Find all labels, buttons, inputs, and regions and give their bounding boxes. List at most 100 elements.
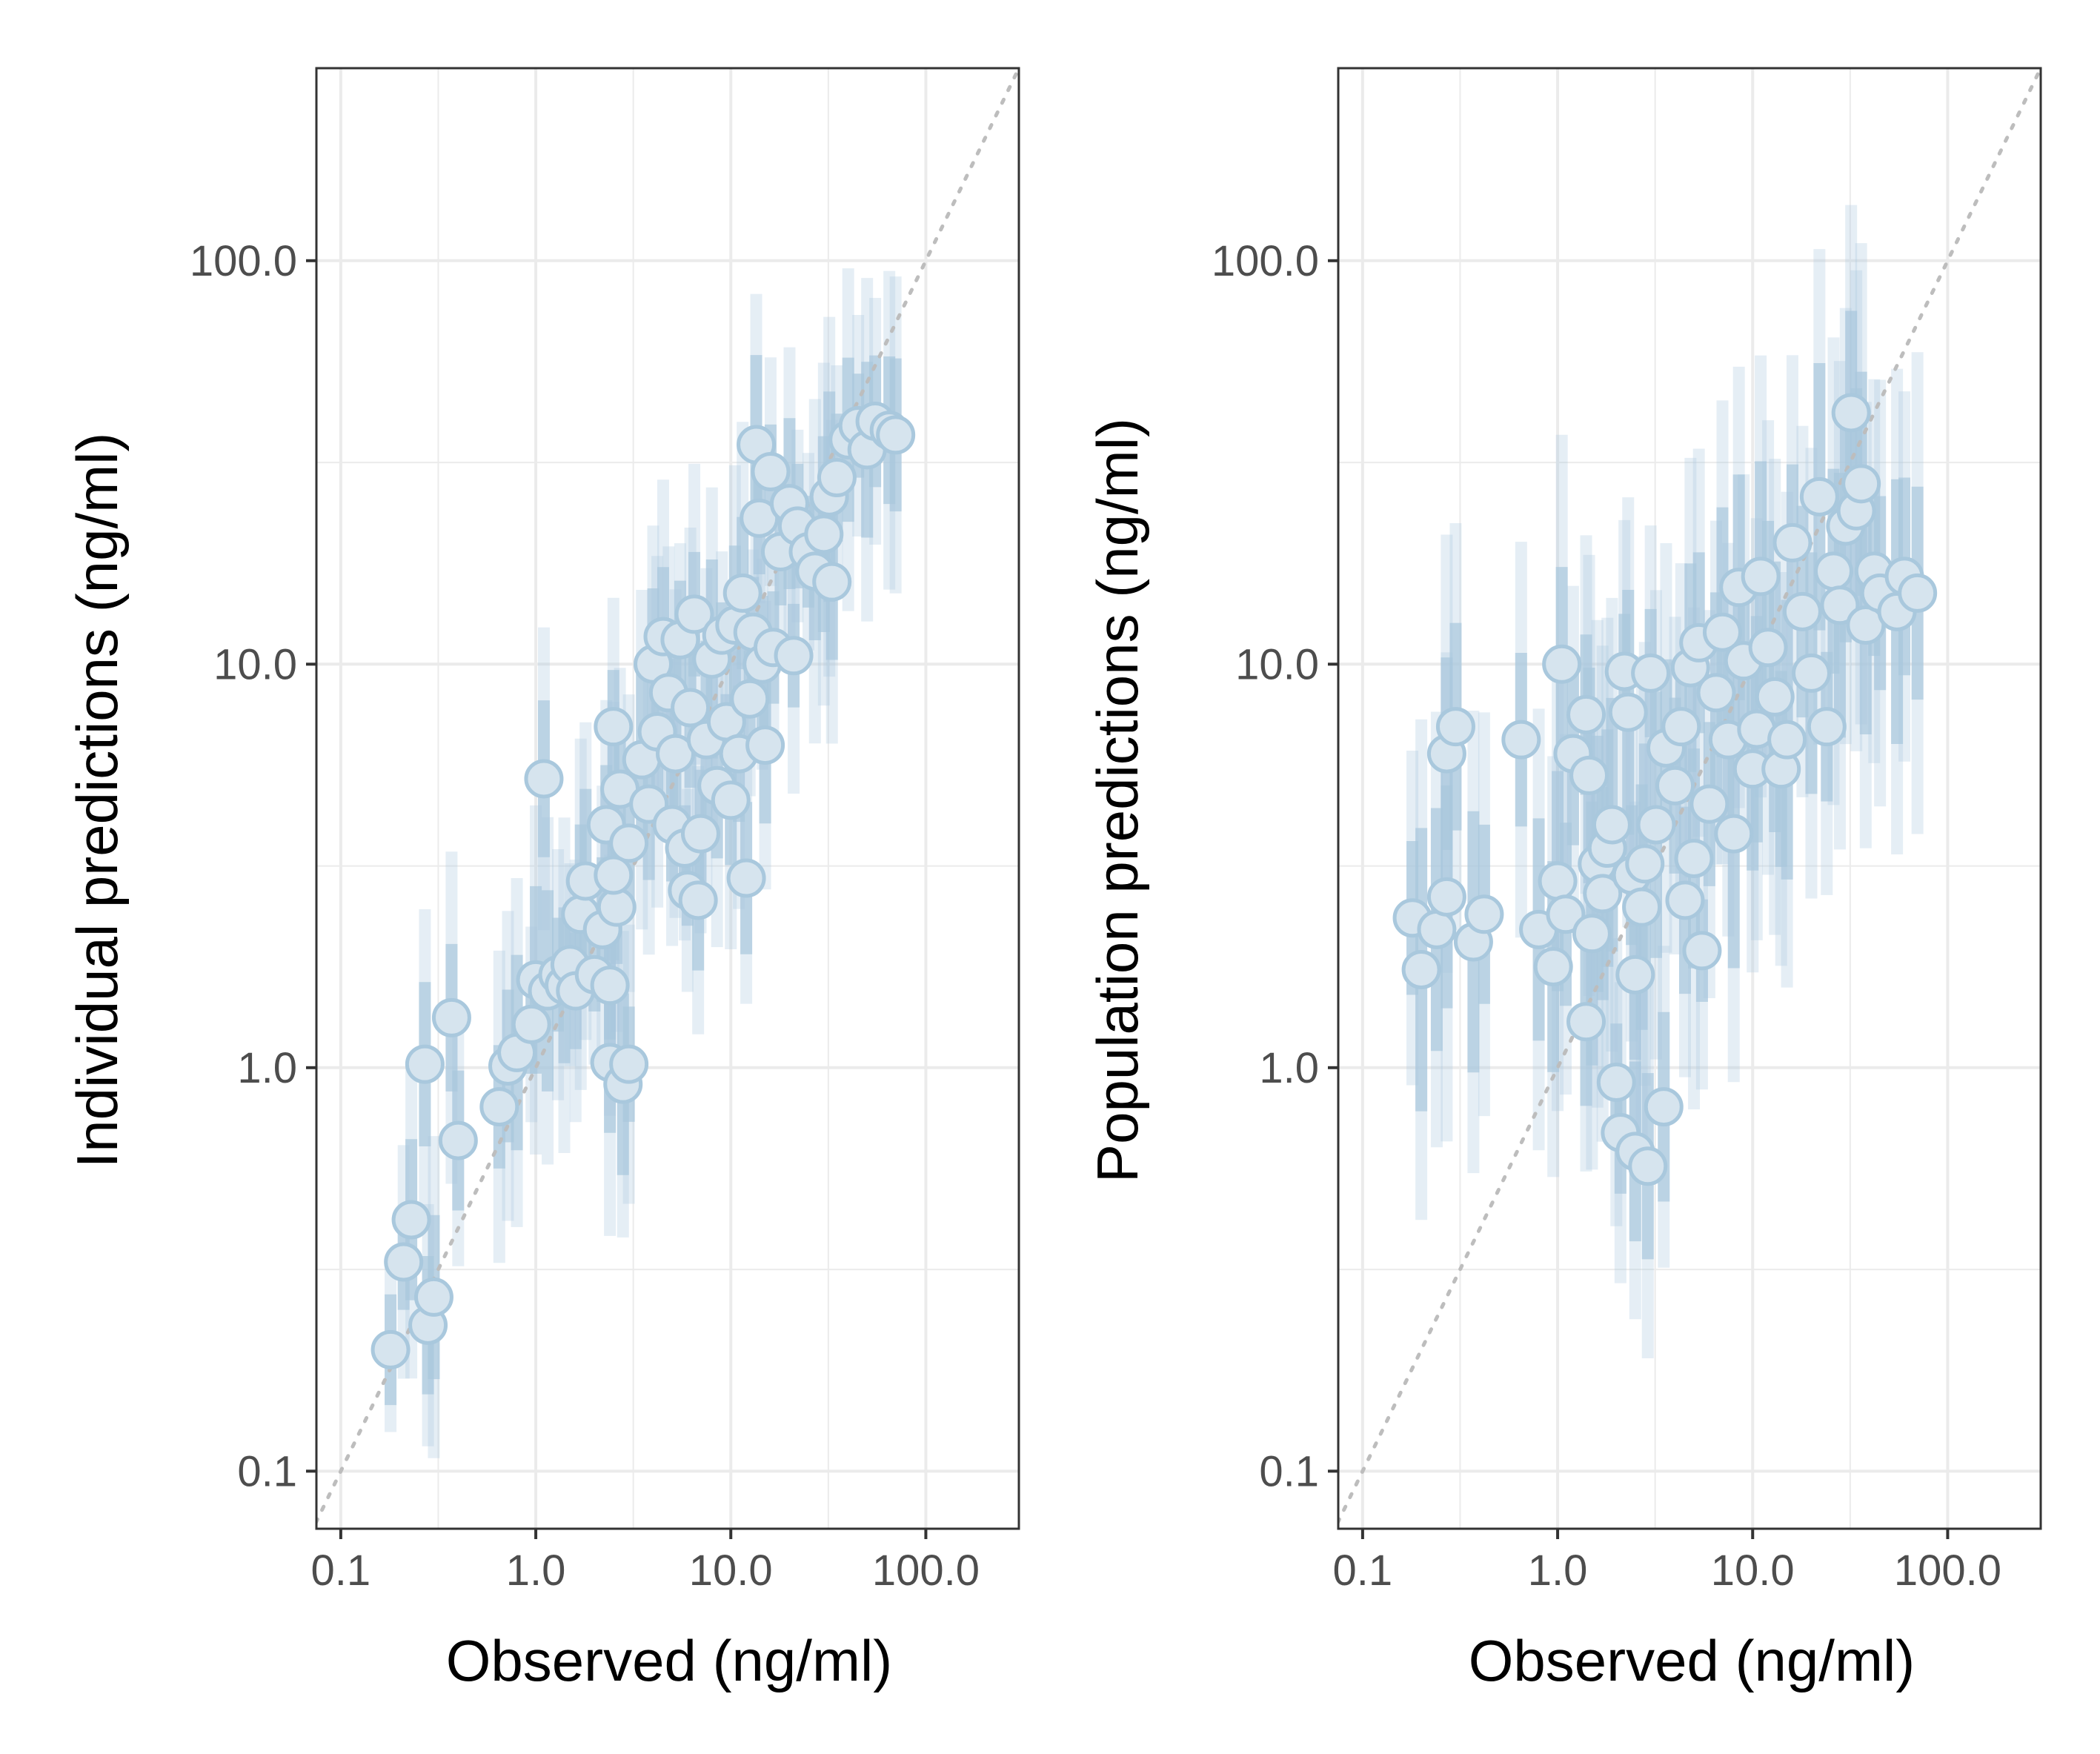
y-tick-label: 10.0	[1235, 640, 1319, 688]
plot-area	[315, 67, 1020, 1530]
data-point	[1464, 894, 1504, 934]
data-point	[1714, 814, 1754, 854]
gridlines	[1338, 68, 2041, 1529]
y-tick-label: 100.0	[1212, 237, 1319, 285]
data-point	[804, 514, 844, 554]
data-point	[774, 636, 814, 676]
y-tick-label: 10.0	[213, 640, 297, 688]
data-point	[1702, 612, 1742, 652]
data-point	[391, 1200, 431, 1240]
data-point	[1813, 551, 1853, 591]
data-point	[1636, 805, 1676, 845]
data-layer	[316, 68, 1019, 1527]
data-point	[524, 759, 564, 799]
data-points	[371, 401, 916, 1369]
data-point	[1644, 1087, 1684, 1127]
data-point	[609, 823, 649, 863]
data-point	[609, 1044, 649, 1084]
data-point	[722, 573, 762, 613]
data-point	[1655, 765, 1695, 805]
data-point	[1696, 673, 1736, 713]
data-point	[1569, 755, 1609, 795]
data-point	[1748, 628, 1788, 668]
data-point	[1426, 877, 1466, 917]
data-point	[1799, 476, 1839, 516]
panel-individual-predictions: Observed (ng/ml) Individual predictions …	[64, 67, 1020, 1693]
data-point	[751, 452, 791, 492]
data-point	[413, 1277, 453, 1317]
data-point	[1741, 557, 1781, 597]
data-point	[1841, 464, 1881, 504]
data-point	[594, 707, 634, 747]
data-points	[1392, 393, 1938, 1186]
data-point	[1566, 694, 1606, 734]
data-point	[1755, 677, 1795, 717]
data-point	[678, 880, 718, 920]
data-point	[1782, 591, 1822, 631]
data-point	[674, 594, 714, 634]
x-tick-label: 1.0	[1528, 1547, 1588, 1595]
data-point	[1661, 707, 1701, 747]
data-point	[384, 1242, 424, 1282]
data-point	[1625, 844, 1665, 884]
data-point	[1608, 692, 1648, 732]
data-point	[1583, 874, 1623, 914]
x-axis-title: Observed (ng/ml)	[446, 1628, 893, 1693]
x-tick-label: 100.0	[1894, 1547, 2001, 1595]
data-point	[876, 415, 916, 455]
data-point	[1689, 784, 1729, 824]
data-point	[1401, 949, 1441, 989]
data-point	[1767, 720, 1807, 760]
data-point	[1898, 573, 1938, 613]
data-point	[511, 1004, 551, 1044]
data-point	[1807, 707, 1847, 747]
data-point	[405, 1044, 445, 1084]
data-point	[1674, 838, 1714, 878]
data-point	[1682, 931, 1722, 971]
y-axis-title: Population predictions (ng/ml)	[1085, 418, 1150, 1183]
y-tick-label: 100.0	[190, 237, 297, 285]
data-point	[817, 458, 857, 498]
data-point	[1417, 909, 1457, 949]
data-point	[1533, 946, 1573, 986]
data-point	[1572, 914, 1612, 954]
data-point	[431, 997, 471, 1037]
data-point	[590, 966, 630, 1006]
data-point	[438, 1120, 478, 1160]
data-point	[1772, 522, 1812, 562]
y-tick-label: 0.1	[1259, 1447, 1319, 1495]
x-tick-label: 0.1	[1333, 1547, 1393, 1595]
data-point	[1615, 954, 1655, 994]
axes: 0.1 1.0 10.0 100.0 0.1 1.0 10.0 100.0	[1212, 237, 2001, 1595]
data-point	[1820, 585, 1860, 625]
y-tick-label: 1.0	[1259, 1044, 1319, 1092]
data-point	[745, 725, 785, 765]
data-point	[1546, 894, 1586, 934]
data-point	[1566, 1002, 1606, 1042]
plot-border	[315, 67, 1020, 1530]
data-point	[812, 562, 852, 602]
data-point	[1596, 1063, 1636, 1103]
data-point	[1631, 653, 1671, 693]
data-point	[1538, 861, 1578, 901]
data-point	[479, 1087, 519, 1127]
data-point	[730, 679, 770, 719]
data-point	[1791, 653, 1831, 693]
data-layer	[1338, 68, 2041, 1527]
x-tick-label: 100.0	[872, 1547, 980, 1595]
data-point	[1435, 707, 1475, 747]
x-tick-label: 1.0	[506, 1547, 566, 1595]
x-tick-label: 10.0	[1711, 1547, 1795, 1595]
panel-population-predictions: Observed (ng/ml) Population predictions …	[1085, 67, 2042, 1693]
plot-area	[1337, 67, 2042, 1530]
x-tick-label: 0.1	[311, 1547, 371, 1595]
data-point	[1665, 880, 1705, 920]
data-point	[1622, 887, 1662, 927]
data-point	[1628, 1146, 1668, 1186]
data-point	[726, 858, 766, 898]
x-tick-label: 10.0	[689, 1547, 773, 1595]
x-axis-title: Observed (ng/ml)	[1469, 1628, 1915, 1693]
axes: 0.1 1.0 10.0 100.0 0.1 1.0 10.0 100.0	[190, 237, 980, 1595]
